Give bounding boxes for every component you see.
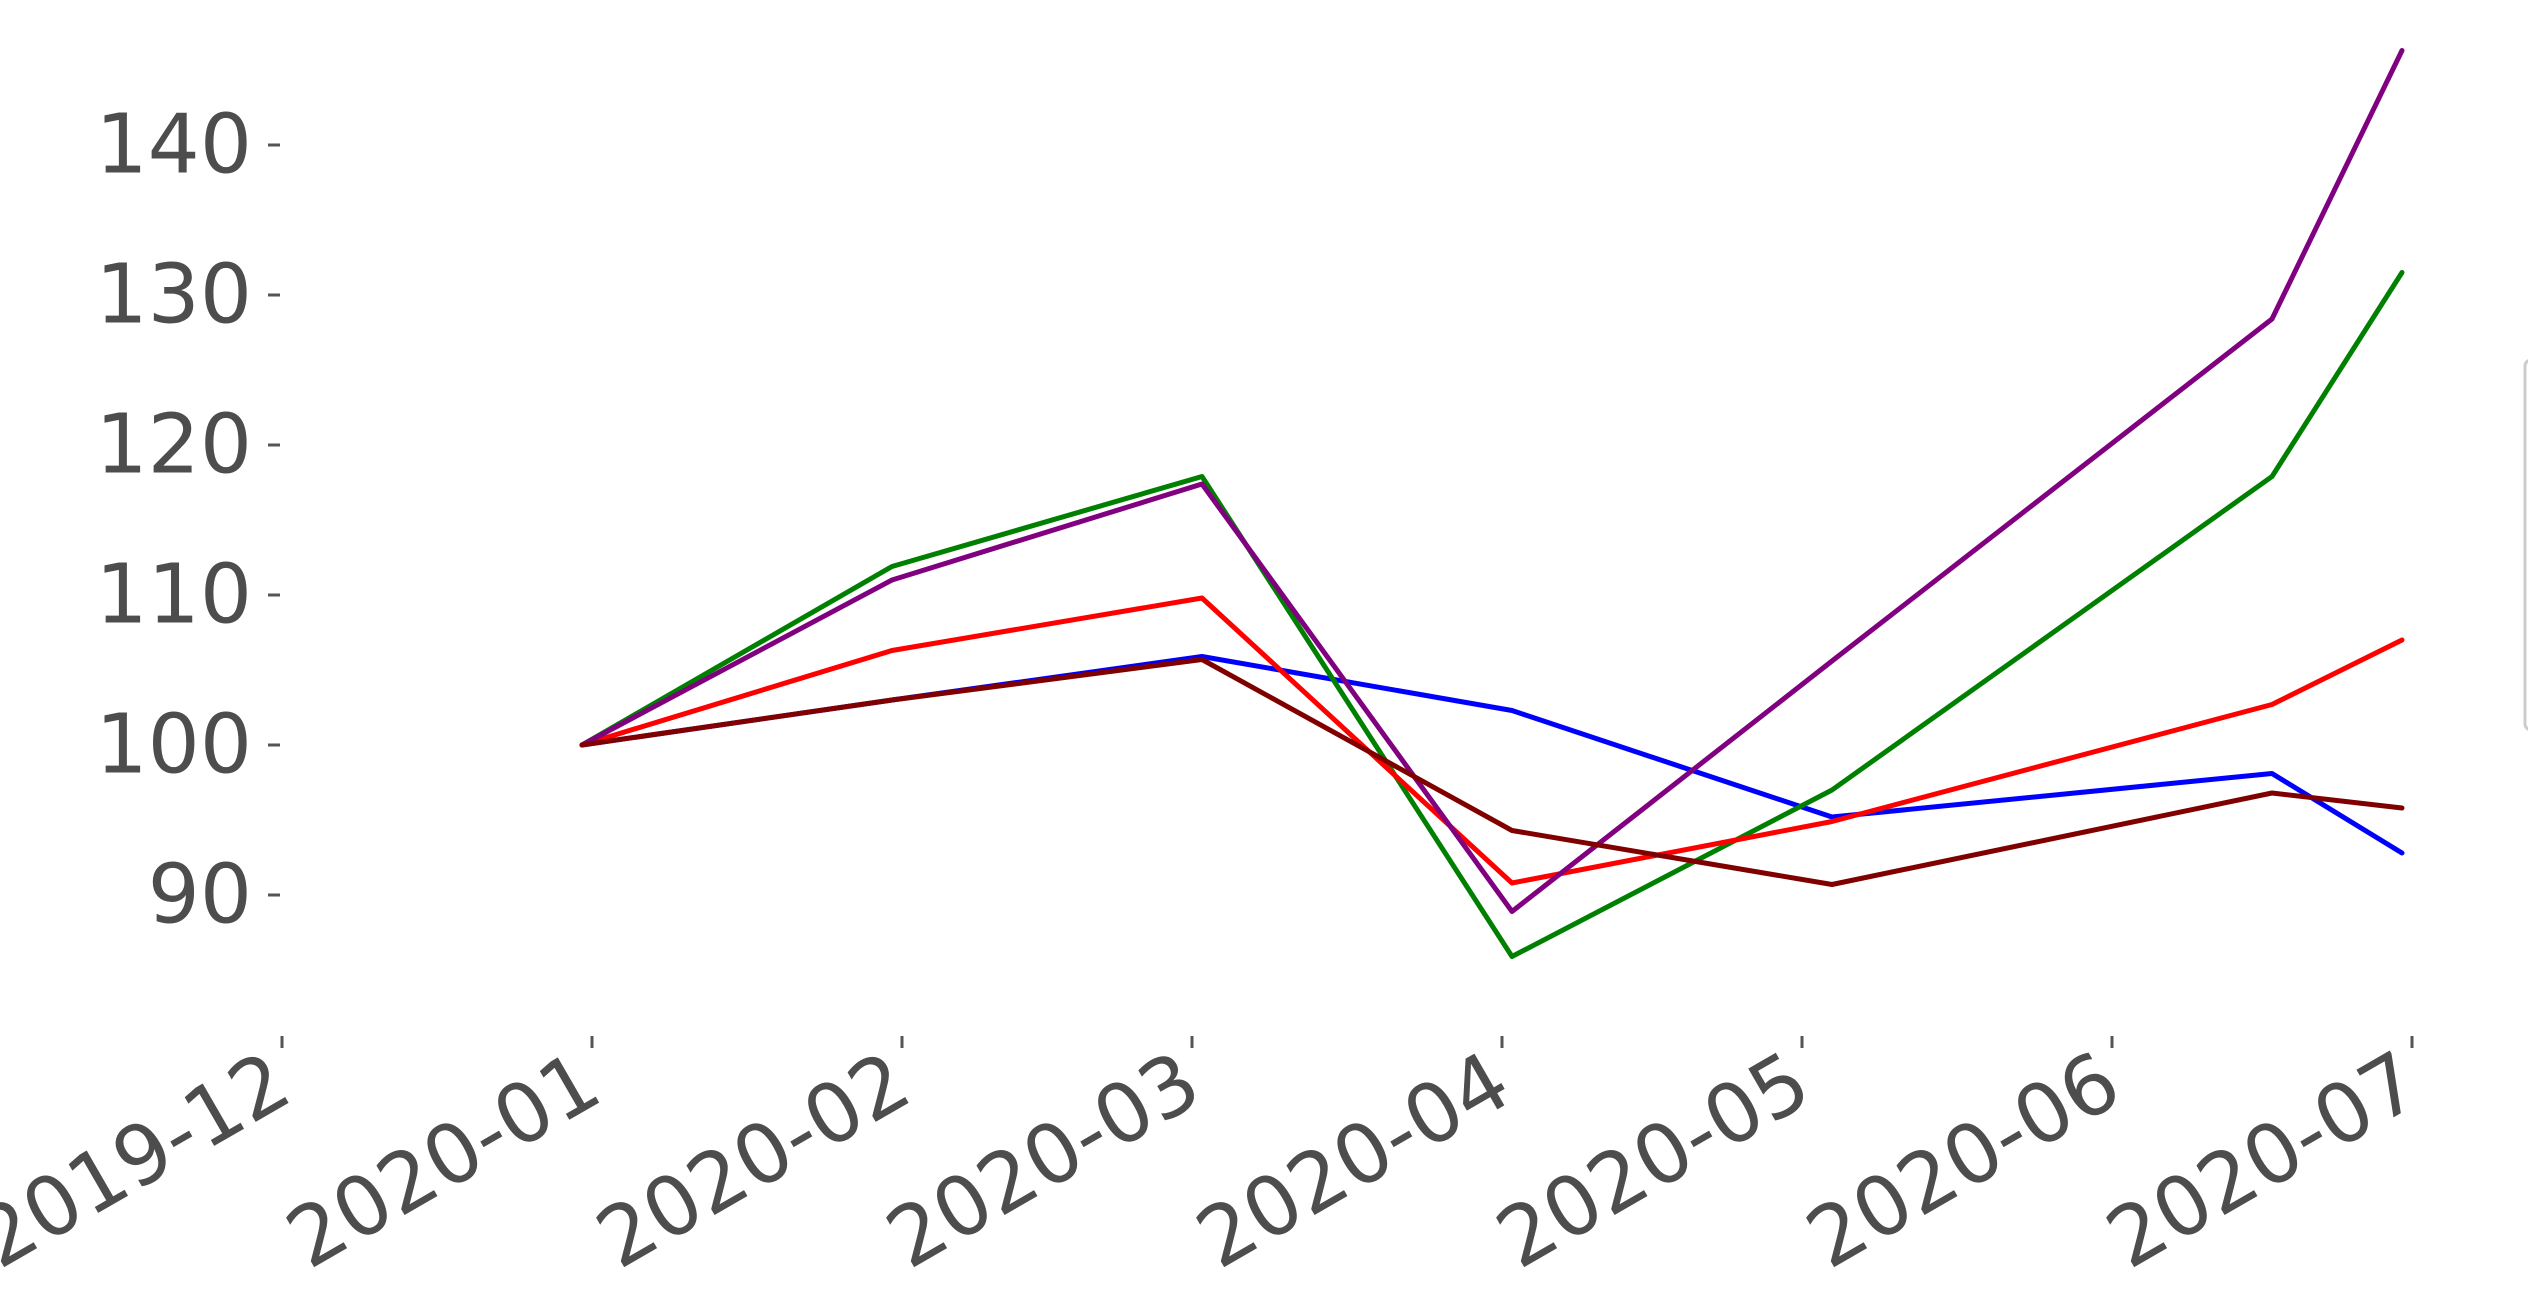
x-tick-label: 2020-03 xyxy=(872,1034,1216,1288)
y-tick-label: 110 xyxy=(95,548,252,643)
x-tick-label: 2020-02 xyxy=(582,1034,926,1288)
y-tick-label: 100 xyxy=(95,698,252,793)
series-layer xyxy=(579,48,2405,959)
series-line-3 xyxy=(579,595,2405,886)
x-axis: 2019-122020-012020-022020-032020-042020-… xyxy=(0,1034,2436,1288)
x-tick-label: 2019-12 xyxy=(0,1034,306,1288)
y-axis: 90 100 110 120 130 140 xyxy=(95,98,280,943)
series-line-5 xyxy=(579,657,2405,887)
x-tick-label: 2020-04 xyxy=(1182,1034,1526,1288)
legend-box-edge xyxy=(2523,359,2528,731)
series-line-2 xyxy=(579,270,2405,959)
x-tick-label: 2020-06 xyxy=(1792,1034,2136,1288)
y-tick-label: 130 xyxy=(95,248,252,343)
y-tick-label: 140 xyxy=(95,98,252,193)
series-line-4 xyxy=(579,48,2405,914)
y-tick-label: 120 xyxy=(95,398,252,493)
x-tick-label: 2020-05 xyxy=(1482,1034,1826,1288)
x-tick-label: 2020-01 xyxy=(272,1034,616,1288)
y-tick-label: 90 xyxy=(148,848,252,943)
x-tick-label: 2020-07 xyxy=(2092,1034,2436,1288)
